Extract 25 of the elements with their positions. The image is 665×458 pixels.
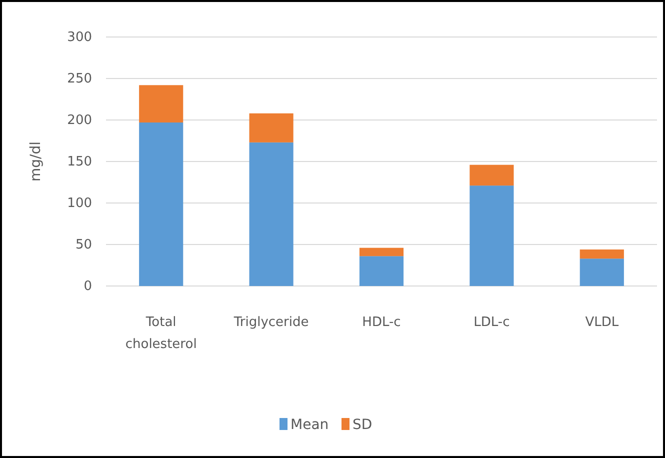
bar bbox=[139, 122, 184, 286]
bar bbox=[139, 85, 184, 122]
x-tick-label: LDL-c bbox=[474, 315, 510, 330]
bar bbox=[470, 186, 514, 286]
y-tick-label: 200 bbox=[67, 113, 92, 128]
legend-label: Mean bbox=[290, 417, 329, 433]
y-tick-label: 50 bbox=[75, 238, 92, 253]
bar bbox=[359, 256, 404, 286]
y-axis-title: mg/dl bbox=[28, 141, 44, 182]
x-tick-label: VLDL bbox=[585, 315, 620, 330]
bar bbox=[580, 249, 624, 259]
x-tick-label: HDL-c bbox=[362, 315, 401, 330]
bar bbox=[249, 113, 294, 142]
y-tick-label: 250 bbox=[67, 72, 92, 87]
x-tick-label: Triglyceride bbox=[232, 315, 309, 330]
bar bbox=[359, 248, 404, 256]
legend-label: SD bbox=[352, 417, 372, 433]
bar bbox=[249, 142, 294, 286]
bar bbox=[580, 258, 624, 286]
bar bbox=[470, 164, 514, 186]
y-tick-label: 150 bbox=[67, 154, 92, 170]
y-tick-label: 100 bbox=[67, 196, 92, 212]
y-tick-label: 300 bbox=[67, 30, 92, 46]
x-tick-label: Total cholesterol bbox=[125, 315, 197, 352]
y-tick-label: 0 bbox=[84, 279, 92, 294]
